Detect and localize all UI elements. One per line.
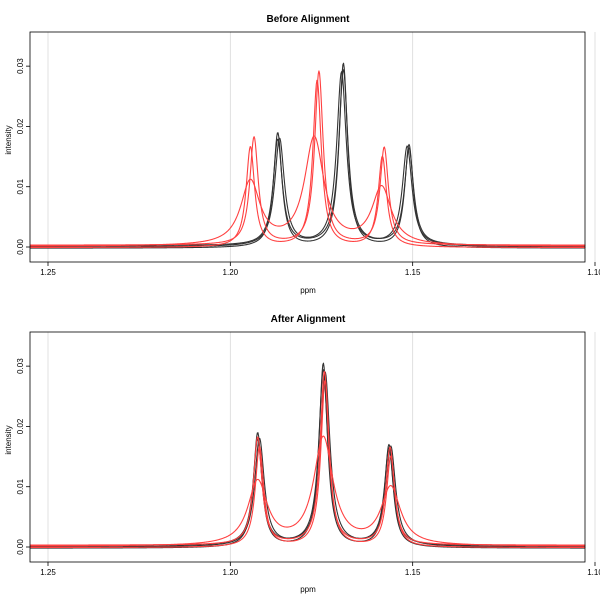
y-axis-label: intensity xyxy=(4,425,13,454)
x-tick-label: 1.10 xyxy=(587,568,600,577)
y-tick-label: 0.01 xyxy=(16,478,25,494)
x-tick-label: 1.15 xyxy=(405,568,421,577)
y-tick-label: 0.00 xyxy=(16,239,25,255)
spectrum-line xyxy=(30,63,585,248)
y-axis-label: intensity xyxy=(4,125,13,154)
chart-title: Before Alignment xyxy=(267,14,351,25)
y-tick-label: 0.03 xyxy=(16,58,25,74)
y-tick-label: 0.01 xyxy=(16,178,25,194)
spectrum-line xyxy=(30,372,585,545)
spectrum-line xyxy=(30,380,585,547)
chart-title: After Alignment xyxy=(271,314,346,325)
y-tick-label: 0.02 xyxy=(16,418,25,434)
x-tick-label: 1.25 xyxy=(40,568,56,577)
spectrum-line xyxy=(30,70,585,246)
chart-before-alignment: Before Alignment ppm intensity 1.25 1.20 1… xyxy=(4,14,600,295)
plot-frame xyxy=(30,32,585,262)
spectrum-line xyxy=(30,136,585,246)
spectrum-line xyxy=(30,372,585,547)
x-axis-label: ppm xyxy=(300,286,316,295)
y-tick-label: 0.03 xyxy=(16,358,25,374)
x-tick-label: 1.10 xyxy=(587,268,600,277)
x-tick-label: 1.20 xyxy=(223,568,239,577)
chart-after-alignment: After Alignment ppm intensity 1.25 1.20 1.… xyxy=(4,314,600,594)
spectrum-line xyxy=(30,363,585,548)
spectrum-line xyxy=(30,370,585,546)
x-tick-label: 1.20 xyxy=(223,268,239,277)
x-tick-label: 1.15 xyxy=(405,268,421,277)
spectrum-line xyxy=(30,71,585,245)
x-axis-label: ppm xyxy=(300,585,316,594)
x-tick-label: 1.25 xyxy=(40,268,56,277)
y-tick-label: 0.00 xyxy=(16,539,25,555)
y-tick-label: 0.02 xyxy=(16,118,25,134)
